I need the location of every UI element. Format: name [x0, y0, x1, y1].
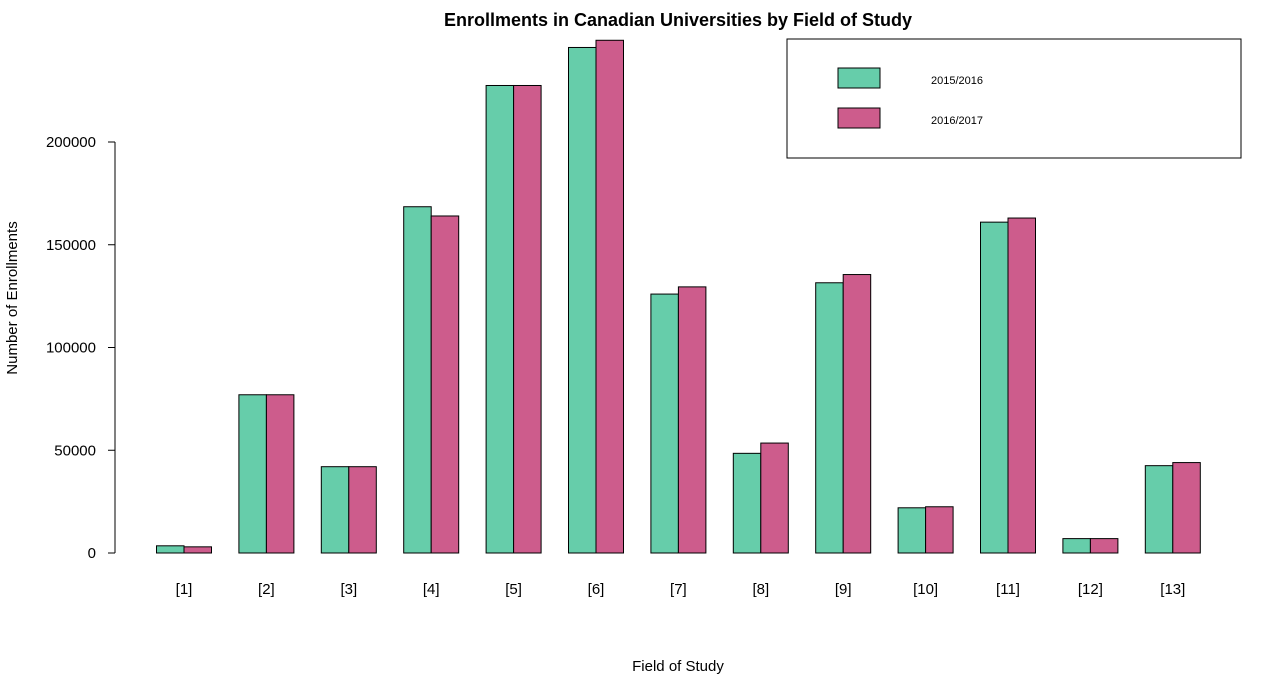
y-axis-label: Number of Enrollments [4, 221, 21, 374]
bar-2015-2016-1 [156, 545, 185, 554]
bar-2015-2016-2 [238, 394, 267, 554]
legend-swatch-2015-2016 [837, 67, 881, 89]
bar-2015-2016-13 [1144, 465, 1174, 554]
bar-2016-2017-11 [1007, 217, 1036, 554]
x-tick-label: [8] [752, 581, 769, 598]
x-tick-labels: [1] [2] [3] [4] [5] [6] [7] [8] [9] [10] [11] [12] [… [176, 581, 1186, 598]
bar-2016-2017-1 [183, 546, 212, 554]
legend-swatch-2016-2017 [837, 107, 881, 129]
bar-2016-2017-6 [595, 39, 624, 554]
bar-2015-2016-10 [897, 507, 927, 554]
bar-2015-2016-9 [815, 282, 844, 554]
bar-2016-2017-4 [430, 215, 460, 554]
y-tick-label: 200000 [46, 134, 96, 151]
y-tick-label: 150000 [46, 237, 96, 254]
legend: 2015/2016 2016/2017 [786, 38, 1242, 159]
x-tick-label: [7] [670, 581, 687, 598]
bar-2015-2016-12 [1062, 538, 1091, 554]
x-tick-label: [10] [913, 581, 938, 598]
bar-2016-2017-13 [1172, 462, 1201, 554]
bar-2016-2017-7 [677, 286, 707, 554]
bar-2016-2017-5 [513, 84, 542, 554]
bar-2016-2017-9 [842, 274, 872, 554]
bar-2016-2017-12 [1089, 538, 1119, 554]
bar-2016-2017-2 [265, 394, 295, 554]
x-tick-label: [12] [1078, 581, 1103, 598]
bar-2016-2017-10 [925, 506, 954, 554]
y-tick-label: 100000 [46, 340, 96, 357]
x-tick-label: [2] [258, 581, 275, 598]
x-tick-label: [4] [423, 581, 440, 598]
x-tick-label: [13] [1160, 581, 1185, 598]
bar-2015-2016-5 [485, 84, 515, 554]
bar-2016-2017-8 [760, 442, 789, 554]
y-axis: 0 50000 100000 150000 200000 [46, 134, 116, 562]
y-tick-label: 50000 [54, 442, 96, 459]
y-tick-label: 0 [88, 545, 96, 562]
bar-2015-2016-8 [732, 452, 762, 554]
bar-2015-2016-7 [650, 293, 679, 554]
x-tick-label: [1] [176, 581, 193, 598]
x-tick-label: [11] [996, 581, 1020, 598]
bar-2015-2016-6 [568, 46, 597, 554]
legend-label-2015-2016: 2015/2016 [931, 75, 983, 87]
bars-group [156, 39, 1201, 554]
bar-2015-2016-4 [403, 206, 432, 554]
chart-title: Enrollments in Canadian Universities by … [444, 10, 912, 30]
x-tick-label: [9] [835, 581, 852, 598]
bar-2016-2017-3 [348, 466, 377, 554]
bar-2015-2016-11 [980, 221, 1009, 554]
x-tick-label: [5] [505, 581, 522, 598]
x-axis-label: Field of Study [632, 658, 724, 674]
x-tick-label: [6] [588, 581, 605, 598]
x-tick-label: [3] [340, 581, 357, 598]
bar-2015-2016-3 [320, 466, 350, 554]
legend-box [786, 38, 1242, 159]
legend-label-2016-2017: 2016/2017 [931, 115, 983, 127]
